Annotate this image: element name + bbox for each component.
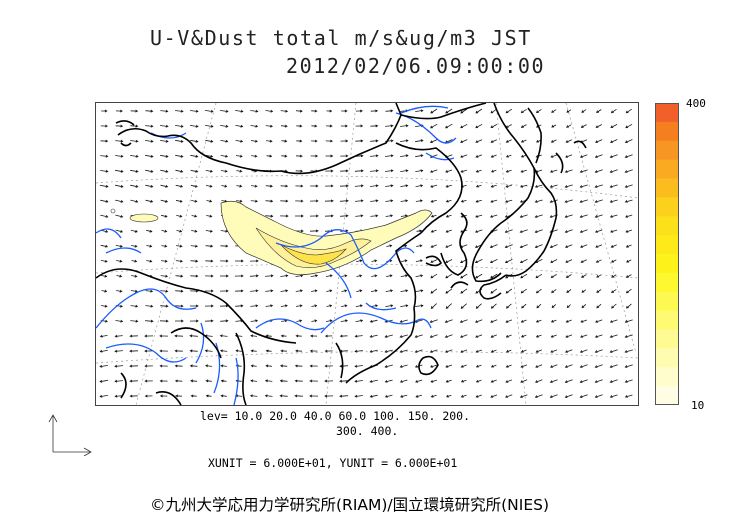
copyright-credit: ©九州大学応用力学研究所(RIAM)/国立環境研究所(NIES) xyxy=(150,496,550,514)
dust-plume xyxy=(110,200,433,275)
colorbar-step xyxy=(655,386,679,405)
colorbar-step xyxy=(655,121,679,142)
color-scale-bar xyxy=(655,103,679,405)
colorbar-step xyxy=(655,159,679,179)
dust-wind-map xyxy=(95,102,639,406)
coastlines-and-borders xyxy=(96,103,587,405)
vector-units: XUNIT = 6.000E+01, YUNIT = 6.000E+01 xyxy=(208,456,458,470)
chart-datetime: 2012/02/06.09:00:00 xyxy=(286,54,546,78)
colorbar-step xyxy=(655,291,679,312)
colorbar-step xyxy=(655,103,679,123)
colorbar-step xyxy=(655,197,679,217)
colorbar-step xyxy=(655,310,679,330)
reference-vector-arrow xyxy=(48,414,92,456)
colorbar-step xyxy=(655,272,679,293)
contour-levels-line2: 300. 400. xyxy=(336,424,399,438)
colorbar-step xyxy=(655,348,679,368)
colorbar-step xyxy=(655,367,679,387)
contour-levels-line1: lev= 10.0 20.0 40.0 60.0 100. 150. 200. xyxy=(200,409,471,423)
colorbar-step xyxy=(655,216,679,236)
colorbar-max-label: 400 xyxy=(686,97,706,110)
colorbar-step xyxy=(655,235,679,255)
colorbar-min-label: 10 xyxy=(691,399,705,412)
rivers xyxy=(96,105,457,405)
graticule xyxy=(96,103,638,405)
colorbar-step xyxy=(655,329,679,349)
chart-title: U-V&Dust total m/s&ug/m3 JST xyxy=(150,26,532,50)
colorbar-step xyxy=(655,178,679,198)
colorbar-step xyxy=(655,140,679,161)
colorbar-step xyxy=(655,254,679,274)
